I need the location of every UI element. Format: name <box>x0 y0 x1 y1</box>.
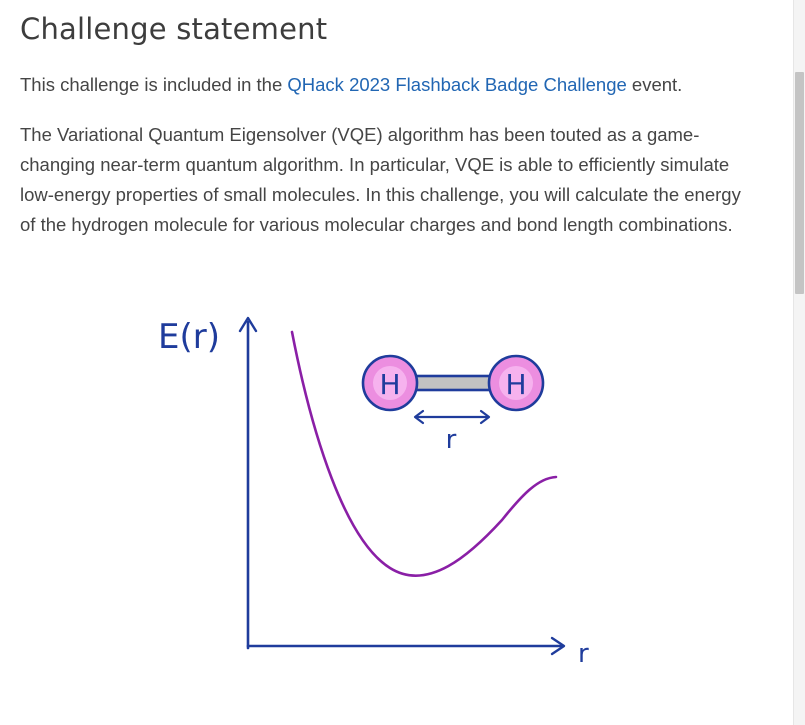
potential-curve <box>290 330 558 577</box>
potential-energy-diagram: E(r) r H H r <box>158 316 589 669</box>
atom-right-inner <box>499 366 533 400</box>
scrollbar-track[interactable] <box>793 0 805 725</box>
atom-left-inner <box>373 366 407 400</box>
atom-right-label: H <box>505 368 526 401</box>
x-axis-label: r <box>578 639 589 669</box>
event-link[interactable]: QHack 2023 Flashback Badge Challenge <box>287 74 627 95</box>
intro-suffix: event. <box>626 74 683 95</box>
atom-left-label: H <box>379 368 400 401</box>
description-paragraph: The Variational Quantum Eigensolver (VQE… <box>20 124 741 235</box>
intro-prefix: This challenge is included in the <box>20 74 288 95</box>
bond-length-arrow-left-head <box>413 409 425 425</box>
y-axis-arrowhead <box>238 316 258 333</box>
potential-energy-figure: E(r) r H H r <box>150 300 590 680</box>
scrollbar-thumb[interactable] <box>795 72 804 294</box>
bond-length-label: r <box>446 425 457 455</box>
x-axis-arrowhead <box>550 636 566 656</box>
y-axis-label: E(r) <box>158 317 220 357</box>
bond-length-arrow-right-head <box>479 409 491 425</box>
page-title: Challenge statement <box>20 12 328 46</box>
intro-paragraph: This challenge is included in the QHack … <box>20 72 682 98</box>
